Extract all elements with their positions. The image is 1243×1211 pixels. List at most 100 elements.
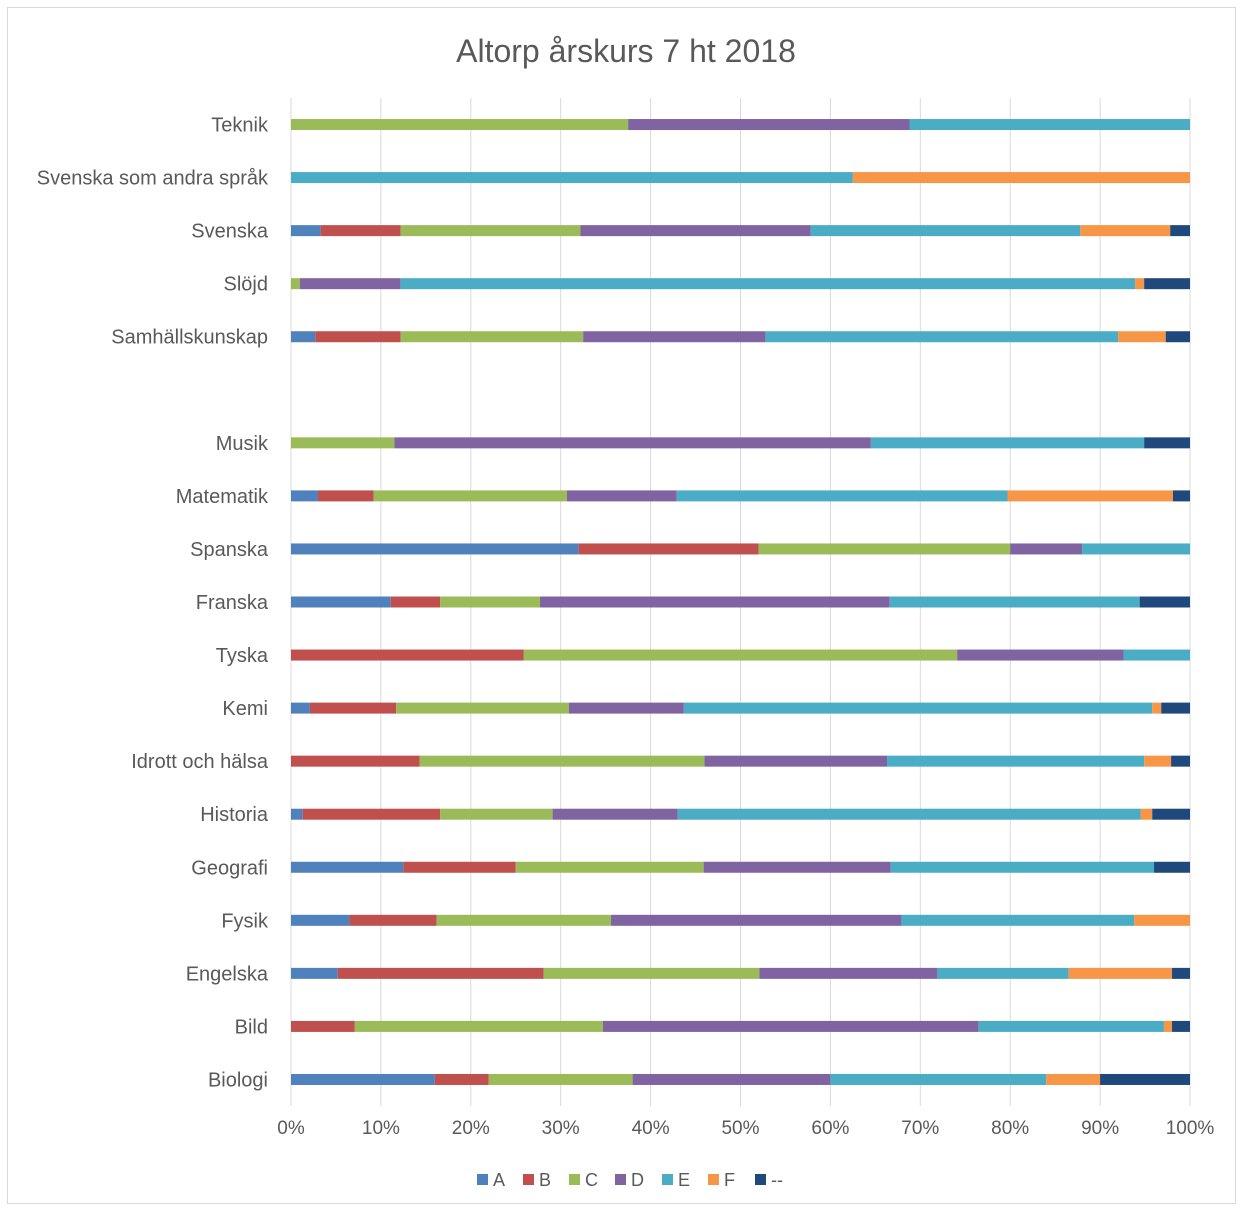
bar-segment-D [602,1020,979,1032]
bar-segment-C [400,331,584,343]
legend-swatch [569,1174,580,1185]
category-labels: Teknik Svenska som andra språk Svenska Slöj… [37,115,269,1092]
bar-segment-B [434,1073,489,1085]
bar-segment--- [1172,967,1190,979]
bar-segment--- [1171,755,1190,767]
x-axis-ticks: 0% 10% 20% 30% 40% 50% 60% 70% 80% 90% 100% [277,1118,1214,1139]
bar-segment-A [291,331,316,343]
bar-segment-D [759,967,938,979]
bar-segment-C [396,702,569,714]
bar-segment-D [568,702,684,714]
legend-label: F [724,1170,735,1190]
bar-segment-D [1010,543,1083,555]
legend-label: D [631,1170,644,1190]
bar-segment--- [1172,490,1190,502]
bar-segment-E [830,1073,1047,1085]
bar-segment-D [703,861,891,873]
bar-segment-B [291,649,524,661]
bar-segment-F [1152,702,1162,714]
bar-segment-A [291,808,303,820]
bar-segment-D [394,437,871,449]
x-tick-label: 80% [991,1118,1029,1139]
bar-segment-C [291,278,300,290]
bar-segment-E [676,490,1008,502]
bar-segment-B [317,490,374,502]
bar-segment--- [1139,596,1190,608]
bar-segment-F [1118,331,1166,343]
bar-segment--- [1152,808,1190,820]
bar-segment-F [1135,278,1145,290]
bar-segment-F [1007,490,1173,502]
x-tick-label: 90% [1081,1118,1119,1139]
bar-segment-D [704,755,888,767]
category-label: Teknik [211,115,269,137]
bar-segment-C [373,490,567,502]
bar-segment-C [488,1073,633,1085]
bar-segment--- [1172,1020,1190,1032]
bar-segment-C [291,119,629,131]
category-label: Svenska [191,221,269,243]
bar-segment-A [291,543,579,555]
bar-segment--- [1154,861,1190,873]
bar-segment-A [291,225,321,237]
bar-segment-C [543,967,760,979]
bar-segment-E [810,225,1081,237]
bar-segment-D [632,1073,831,1085]
category-label: Samhällskunskap [111,327,268,349]
bar-segment-B [302,808,441,820]
category-label: Franska [196,592,269,614]
bar-segment-F [1068,967,1173,979]
bar-segment-B [578,543,759,555]
category-label: Musik [216,433,269,455]
bar-segment-B [349,914,437,926]
bar-segment-F [1163,1020,1173,1032]
bar-segment-D [957,649,1124,661]
category-label: Fysik [221,910,269,932]
category-label: Spanska [190,539,269,561]
category-label: Engelska [186,963,269,985]
x-tick-label: 40% [632,1118,670,1139]
bar-segment-A [291,861,404,873]
bar-segment-E [291,172,853,184]
x-tick-label: 30% [542,1118,580,1139]
legend-swatch [523,1174,534,1185]
x-tick-label: 50% [721,1118,759,1139]
category-label: Bild [235,1016,268,1038]
bar-segment-C [291,437,395,449]
bar-segment-A [291,1073,435,1085]
bar-segment-B [291,755,420,767]
bar-segment-C [419,755,705,767]
bar-segment-F [1080,225,1171,237]
bar-segment-E [901,914,1135,926]
bar-segment-C [440,596,541,608]
x-tick-label: 0% [277,1118,305,1139]
bar-segment-A [291,914,350,926]
bar-segment-D [552,808,678,820]
category-label: Historia [200,804,269,826]
x-tick-label: 20% [452,1118,490,1139]
bar-segment-F [1140,808,1153,820]
bar-segment-E [889,596,1140,608]
bar-segment-E [890,861,1155,873]
bar-segment--- [1165,331,1190,343]
legend-label: C [585,1170,598,1190]
category-label: Biologi [208,1069,268,1091]
bar-segment-C [523,649,958,661]
bar-segment-C [354,1020,603,1032]
legend-swatch [477,1174,488,1185]
bar-segment-E [909,119,1190,131]
bar-segment-E [1123,649,1190,661]
legend-label: B [539,1170,551,1190]
bar-segment-D [611,914,902,926]
category-label: Geografi [191,857,268,879]
bar-segment-E [677,808,1141,820]
bar-segment-B [309,702,397,714]
bar-segment--- [1161,702,1190,714]
bar-segment-C [758,543,1011,555]
bar-segment-D [580,225,811,237]
bar-segment-D [583,331,766,343]
x-tick-label: 70% [901,1118,939,1139]
bar-segment-B [390,596,441,608]
bar-segment-A [291,596,391,608]
bars [291,119,1190,1085]
